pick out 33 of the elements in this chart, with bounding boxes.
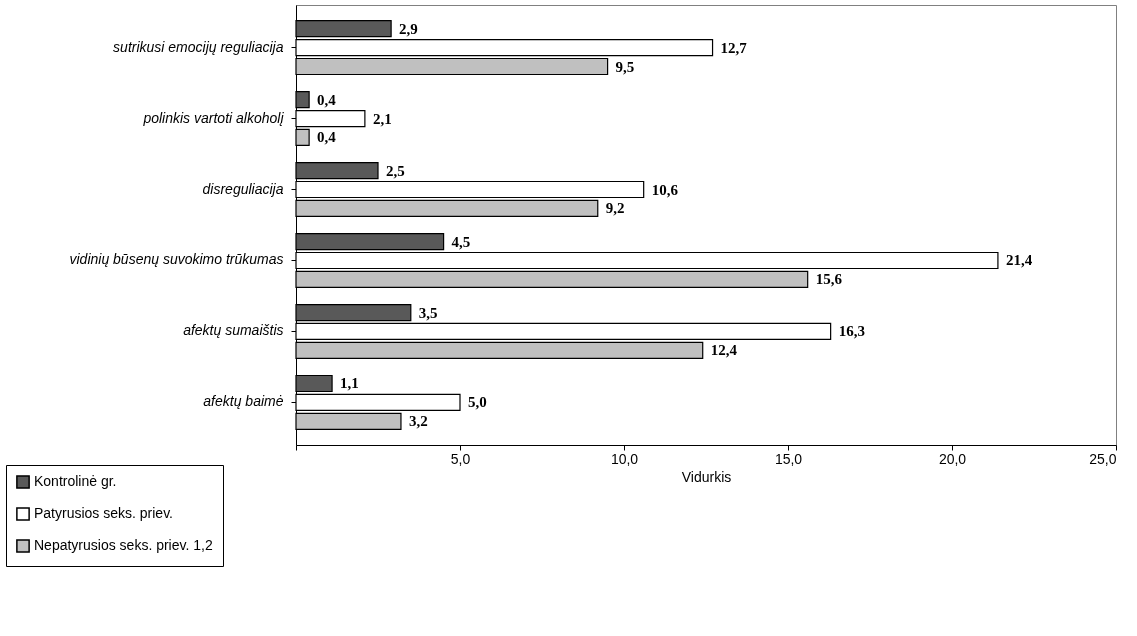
y-tick-label: afektų sumaištis	[183, 322, 284, 339]
data-label: 0,4	[317, 91, 337, 108]
y-tick-label: polinkis vartoti alkoholį	[142, 109, 285, 126]
x-tick-label: 5,0	[450, 450, 471, 467]
x-tick-label: 25,0	[1089, 450, 1117, 467]
data-label: 2,9	[399, 20, 418, 37]
data-label: 4,5	[451, 233, 471, 250]
data-label: 2,1	[372, 110, 392, 127]
data-label: 5,0	[468, 394, 487, 411]
y-tick-label: sutrikusi emocijų reguliacija	[113, 38, 284, 55]
data-label: 9,5	[615, 58, 635, 75]
x-tick-label: 20,0	[938, 450, 967, 467]
legend-label: Kontrolinė gr.	[34, 473, 117, 489]
data-label: 2,5	[386, 162, 405, 179]
data-label: 12,4	[710, 342, 738, 359]
data-label: 15,6	[815, 271, 843, 288]
data-label: 10,6	[651, 181, 679, 198]
data-label: 9,2	[605, 200, 625, 217]
data-label: 12,7	[720, 39, 748, 56]
data-label: 1,1	[340, 375, 359, 392]
legend-label: Nepatyrusios seks. priev. 1,2	[34, 537, 213, 553]
legend-label: Patyrusios seks. priev.	[34, 505, 174, 521]
data-label: 21,4	[1005, 252, 1033, 269]
x-tick-label: 15,0	[774, 450, 803, 467]
y-tick-label: vidinių būsenų suvokimo trūkumas	[69, 251, 284, 268]
data-label: 16,3	[838, 323, 865, 340]
x-tick-label: 10,0	[610, 450, 639, 467]
data-label: 3,5	[418, 304, 438, 321]
x-axis-title: Vidurkis	[681, 468, 732, 485]
y-tick-label: afektų baimė	[203, 393, 284, 410]
data-label: 0,4	[317, 129, 337, 146]
data-label: 3,2	[408, 413, 428, 430]
y-tick-label: disreguliacija	[202, 180, 284, 197]
